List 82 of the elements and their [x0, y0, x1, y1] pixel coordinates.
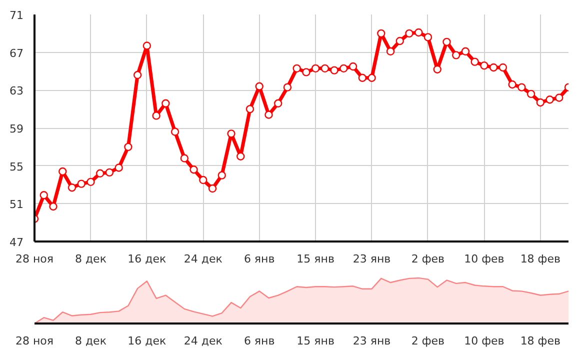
x-tick-label: 18 фев: [520, 252, 560, 266]
point: [302, 68, 310, 76]
x-tick-label: 28 ноя: [15, 252, 54, 266]
point: [68, 183, 76, 192]
point: [498, 63, 508, 72]
point: [480, 61, 488, 70]
x-tick-label: 10 фев: [464, 252, 504, 266]
point: [555, 94, 564, 102]
x-tick-label: 28 ноя: [15, 334, 54, 348]
point: [246, 104, 254, 114]
point: [124, 142, 132, 152]
y-tick-label: 55: [10, 160, 24, 174]
point: [452, 51, 460, 60]
y-tick-label: 71: [10, 9, 24, 22]
point: [142, 42, 152, 50]
point: [105, 168, 114, 177]
x-tick-label: 24 дек: [184, 252, 223, 266]
point: [283, 83, 292, 92]
point: [152, 112, 160, 120]
point: [190, 166, 198, 174]
point: [40, 191, 48, 200]
point: [518, 83, 526, 92]
x-tick-label: 10 фев: [464, 334, 504, 348]
point: [255, 82, 264, 90]
point: [368, 74, 376, 82]
point: [162, 99, 170, 108]
point: [442, 38, 451, 46]
x-tick-label: 23 янв: [352, 334, 391, 348]
point: [311, 64, 320, 73]
x-tick-label: 18 фев: [520, 334, 560, 348]
y-tick-label: 67: [10, 46, 24, 60]
point: [396, 36, 404, 46]
x-tick-label: 16 дек: [128, 334, 167, 348]
point: [386, 47, 395, 56]
point: [340, 64, 348, 73]
point: [170, 128, 180, 136]
x-tick-label: 2 фев: [411, 334, 445, 348]
point: [218, 171, 226, 180]
point: [330, 66, 338, 74]
x-tick-label: 6 янв: [244, 334, 275, 348]
x-tick-label: 15 янв: [296, 252, 334, 266]
point: [526, 90, 536, 98]
point: [114, 164, 123, 172]
point: [489, 63, 498, 72]
point: [377, 29, 386, 38]
point: [208, 184, 217, 193]
y-tick-label: 51: [10, 198, 24, 212]
point: [414, 28, 423, 37]
point: [358, 74, 366, 82]
point: [461, 47, 470, 56]
point: [424, 33, 432, 42]
point: [49, 202, 58, 211]
point: [133, 70, 142, 80]
y-tick-label: 59: [10, 122, 24, 136]
point: [508, 80, 516, 89]
point: [546, 96, 554, 104]
point: [77, 180, 86, 188]
point: [320, 64, 330, 73]
x-tick-label: 16 дек: [128, 252, 167, 266]
x-tick-label: 8 дек: [74, 334, 107, 348]
x-tick-label: 23 янв: [352, 252, 391, 266]
x-tick-label: 24 дек: [184, 334, 223, 348]
point: [536, 98, 544, 107]
point: [264, 110, 273, 119]
point: [236, 152, 245, 160]
point: [292, 64, 301, 73]
x-tick-label: 8 дек: [74, 252, 107, 266]
point: [180, 154, 188, 162]
point: [86, 178, 95, 186]
y-tick-label: 47: [10, 236, 24, 249]
point: [96, 169, 104, 178]
x-tick-label: 2 фев: [411, 252, 445, 266]
point: [470, 58, 479, 66]
x-tick-label: 6 янв: [244, 252, 275, 266]
point: [405, 29, 414, 38]
point: [227, 130, 236, 138]
y-tick-label: 63: [10, 84, 24, 98]
point: [274, 99, 282, 108]
x-tick-label: 15 янв: [296, 334, 334, 348]
point: [348, 62, 358, 71]
point: [433, 65, 442, 74]
point: [199, 176, 208, 184]
